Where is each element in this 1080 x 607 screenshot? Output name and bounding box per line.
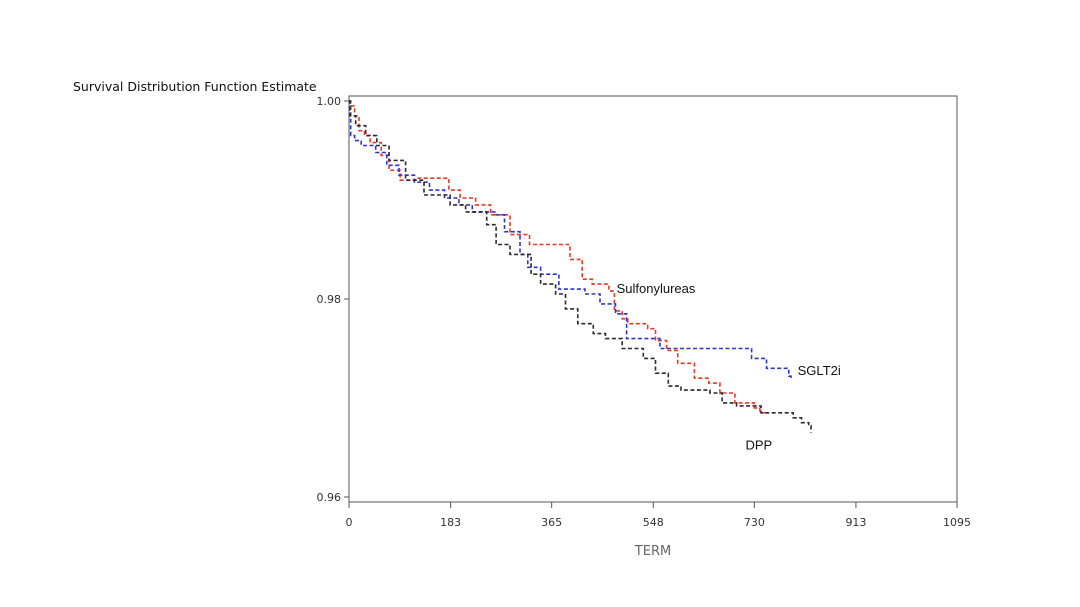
series-label-sglt2i: SGLT2i	[798, 363, 841, 378]
x-tick-label-1: 183	[440, 516, 461, 529]
y-axis-title: Survival Distribution Function Estimate	[73, 79, 317, 94]
series-label-sulfonylureas: Sulfonylureas	[617, 281, 696, 296]
x-axis-title: TERM	[634, 544, 671, 559]
y-tick-label-1: 0.98	[317, 293, 342, 306]
series-lines	[349, 100, 812, 433]
x-tick-label-2: 365	[541, 516, 562, 529]
plot-frame	[348, 95, 958, 503]
series-line-sulfonylureas	[349, 100, 769, 414]
x-tick-label-3: 548	[643, 516, 664, 529]
y-tick-label-2: 1.00	[317, 95, 342, 108]
series-line-sglt2i	[349, 100, 792, 381]
y-axis: 0.96 0.98 1.00	[317, 95, 349, 504]
series-label-dpp: DPP	[745, 437, 772, 452]
series-labels: Sulfonylureas SGLT2i DPP	[617, 281, 841, 452]
x-tick-label-6: 1095	[943, 516, 971, 529]
x-tick-label-5: 913	[845, 516, 866, 529]
x-tick-label-4: 730	[744, 516, 765, 529]
x-axis: 0 183 365 548 730 913 1095	[346, 502, 971, 529]
series-line-dpp	[349, 100, 812, 433]
x-tick-label-0: 0	[346, 516, 353, 529]
y-tick-label-0: 0.96	[317, 491, 342, 504]
